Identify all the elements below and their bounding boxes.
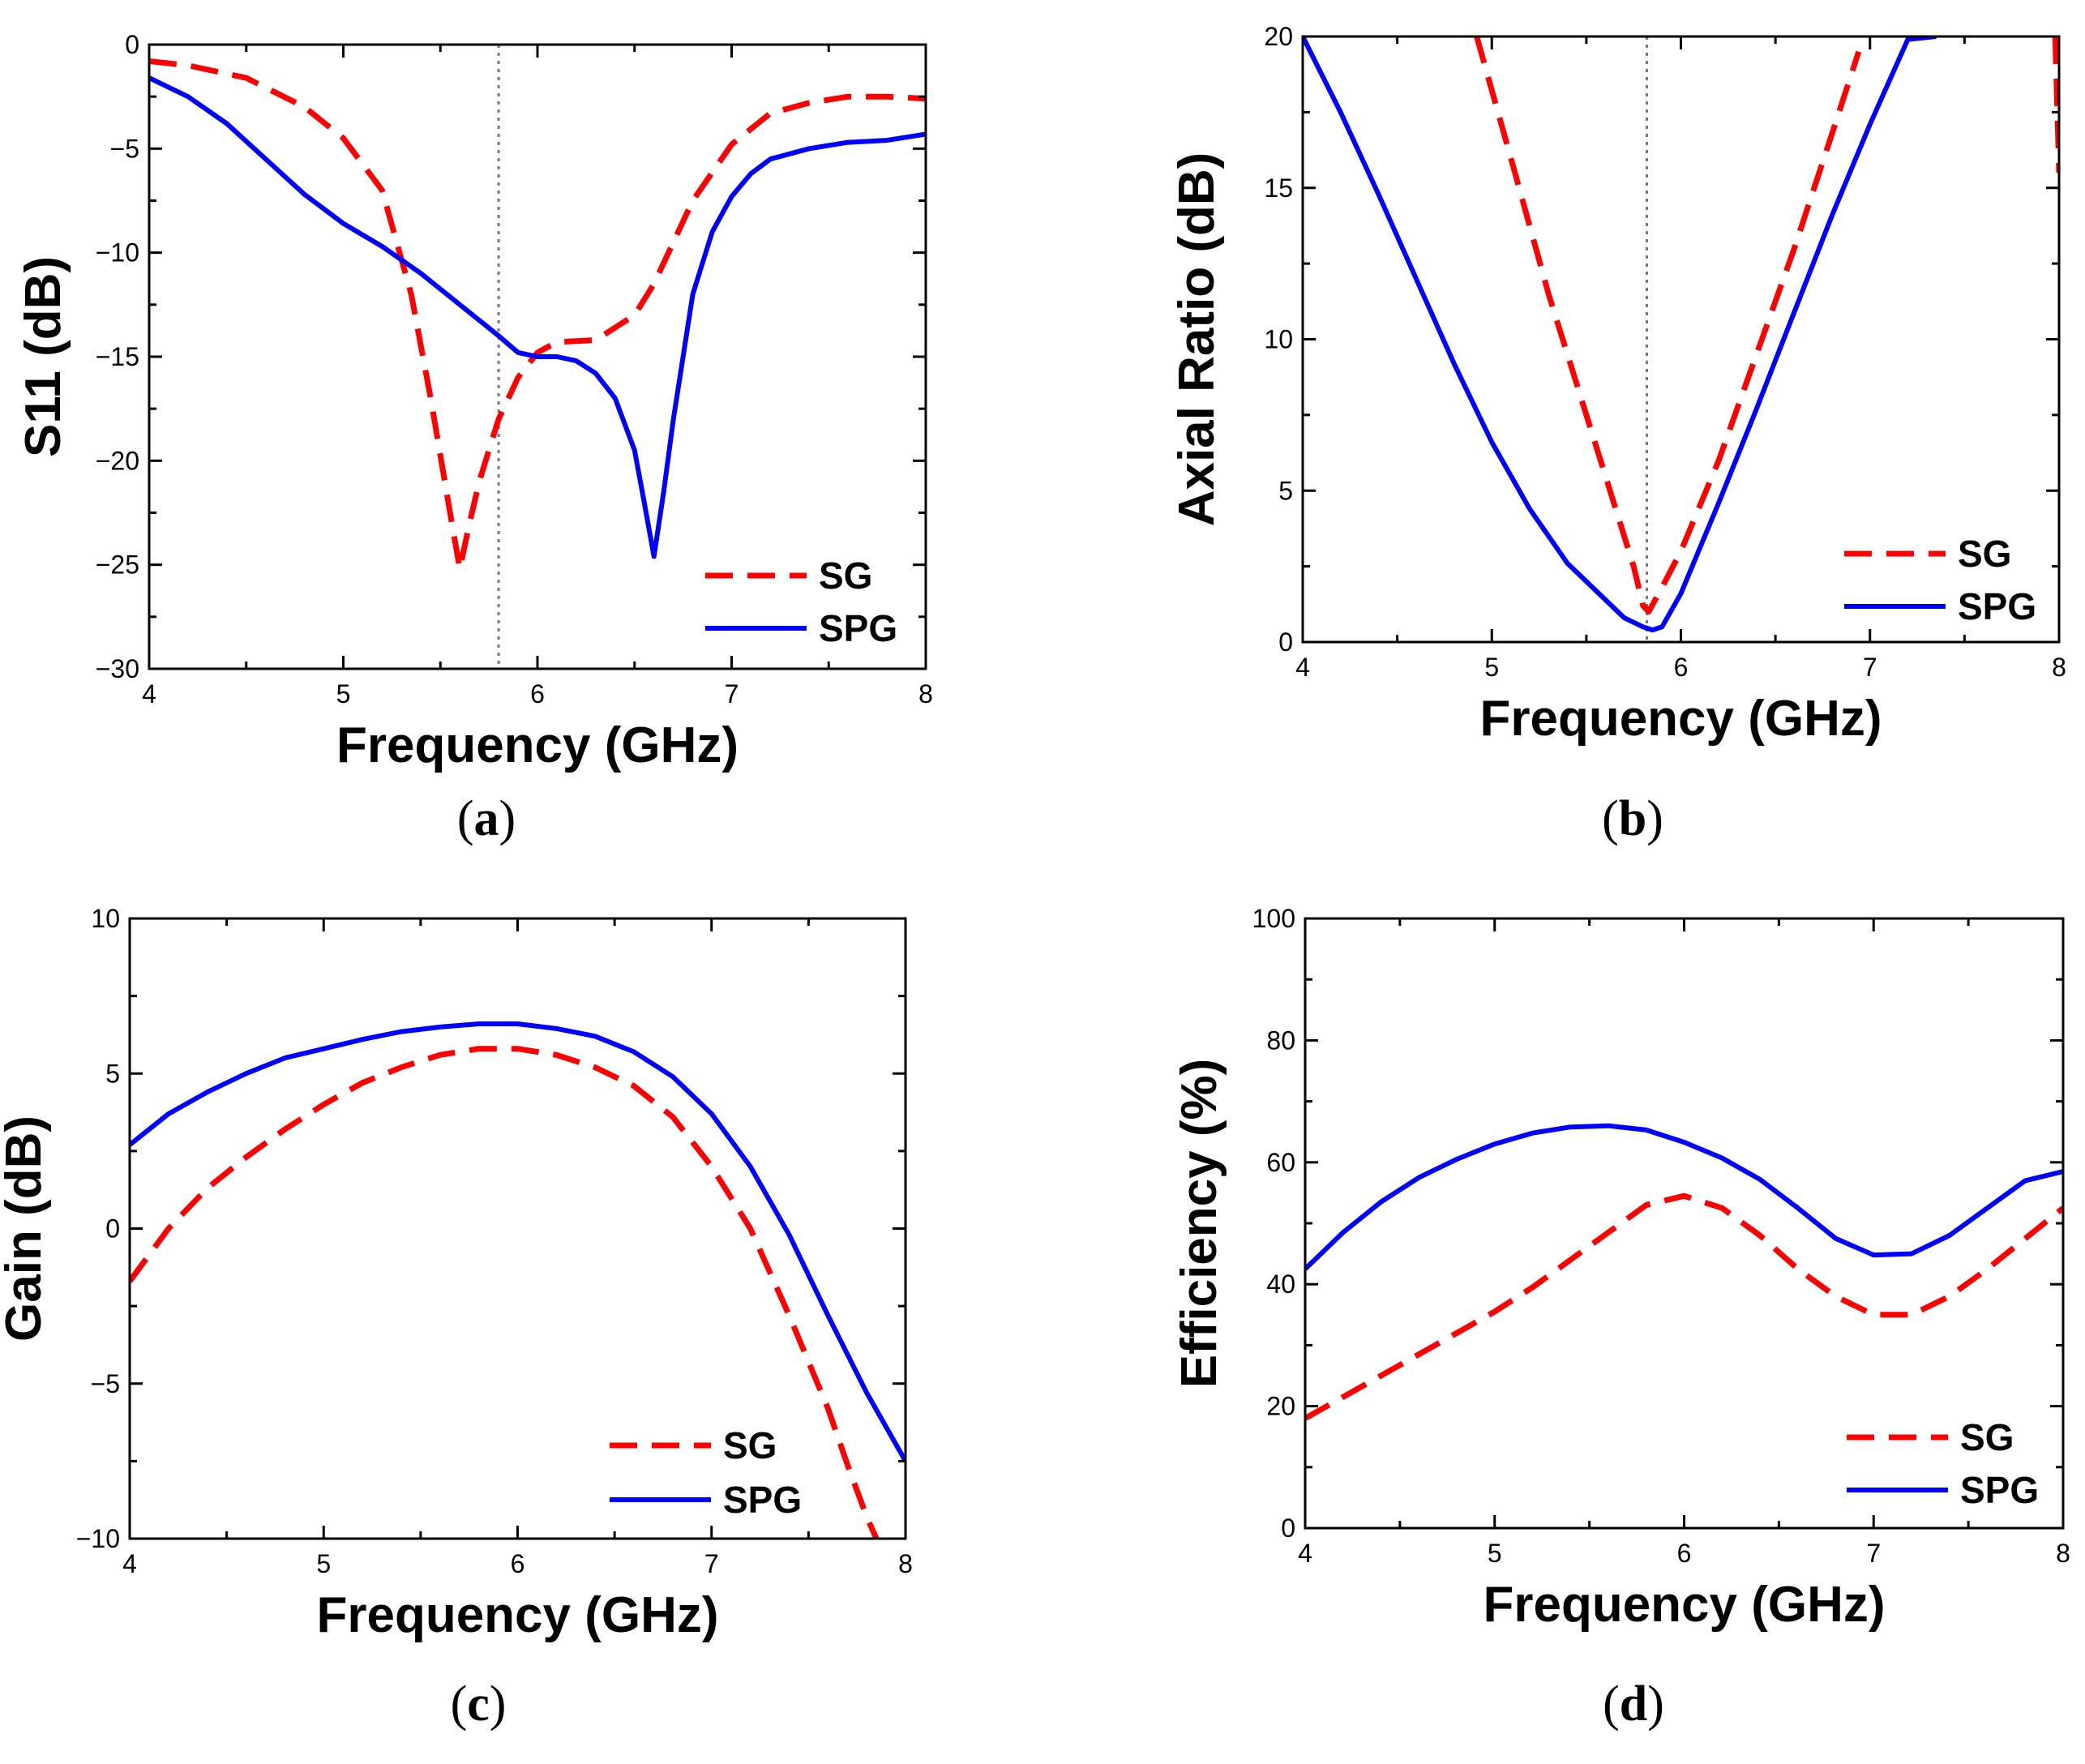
legend-label-sg: SG xyxy=(1960,1416,2014,1458)
y-tick-label: 100 xyxy=(1252,904,1295,933)
y-tick-label: −5 xyxy=(110,134,139,163)
x-tick-label: 4 xyxy=(142,679,156,709)
x-tick-label: 6 xyxy=(1674,653,1689,682)
panel-caption: (a) xyxy=(457,791,516,846)
x-tick-label: 7 xyxy=(725,679,739,709)
x-tick-label: 7 xyxy=(704,1549,719,1578)
legend-label-sg: SG xyxy=(819,554,872,597)
y-tick-label: 20 xyxy=(1266,1392,1295,1421)
y-tick-label: 40 xyxy=(1266,1269,1295,1299)
legend-label-sg: SG xyxy=(1958,533,2011,575)
y-tick-label: 5 xyxy=(105,1059,120,1088)
y-tick-label: 0 xyxy=(125,30,139,59)
series-line-spg xyxy=(130,1021,905,1462)
series-line-spg xyxy=(1303,36,1937,633)
x-axis-title: Frequency (GHz) xyxy=(1483,1577,1885,1633)
legend: SG SPG xyxy=(610,1424,802,1521)
y-tick-label: −25 xyxy=(96,550,139,580)
series-group xyxy=(1303,36,2059,633)
legend: SG SPG xyxy=(1847,1416,2039,1511)
x-tick-label: 6 xyxy=(511,1549,525,1578)
series-group xyxy=(130,1021,905,1539)
x-tick-label: 7 xyxy=(1863,653,1877,682)
legend: SG SPG xyxy=(1844,533,2036,627)
series-line-sg xyxy=(1474,36,1862,615)
panel-caption: (b) xyxy=(1602,791,1663,846)
x-tick-label: 5 xyxy=(316,1549,331,1578)
x-tick-label: 5 xyxy=(336,679,351,709)
panel-b-axial-ratio: 4 5 6 7 8 0 5 10 15 20 Frequency (GHz) Axial Ratio … xyxy=(1169,22,2066,846)
y-tick-label: −5 xyxy=(91,1369,120,1398)
series-line-sg xyxy=(149,58,926,572)
x-tick-label: 8 xyxy=(898,1549,913,1578)
y-tick-label: 10 xyxy=(91,904,120,933)
x-tick-label: 5 xyxy=(1484,653,1499,682)
panel-c-gain: 4 5 6 7 8 10 5 0 −5 −10 Frequency (GHz) Gain (dB) SG… xyxy=(0,904,913,1732)
panel-caption: (c) xyxy=(451,1676,507,1732)
series-group xyxy=(149,58,926,572)
y-tick-label: −30 xyxy=(96,654,139,683)
y-tick-label: −10 xyxy=(96,238,139,268)
y-tick-label: 20 xyxy=(1264,22,1293,51)
y-tick-label: 0 xyxy=(1281,1514,1295,1543)
x-tick-label: 5 xyxy=(1488,1539,1502,1568)
y-tick-label: −15 xyxy=(96,342,139,371)
y-tick-label: 5 xyxy=(1278,476,1293,505)
series-line-spg xyxy=(1305,1123,2063,1271)
legend-label-sg: SG xyxy=(723,1424,777,1466)
y-axis-title: S11 (dB) xyxy=(15,256,71,457)
x-tick-label: 4 xyxy=(122,1549,137,1578)
legend-label-spg: SPG xyxy=(819,607,897,649)
panel-caption: (d) xyxy=(1603,1676,1664,1732)
x-tick-label: 7 xyxy=(1866,1539,1881,1568)
series-line-sg xyxy=(130,1046,880,1539)
y-tick-label: −20 xyxy=(96,446,139,475)
x-tick-label: 4 xyxy=(1298,1539,1312,1568)
legend-label-spg: SPG xyxy=(1958,585,2036,627)
panel-a-s11: 4 5 6 7 8 0 −5 −10 −15 −20 −25 −30 Frequency (GHz) S1… xyxy=(15,30,933,846)
y-tick-label: 10 xyxy=(1264,325,1293,354)
y-axis-title: Gain (dB) xyxy=(0,1115,52,1342)
x-tick-label: 6 xyxy=(530,679,545,709)
x-axis-title: Frequency (GHz) xyxy=(316,1587,718,1643)
y-axis-title: Efficiency (%) xyxy=(1171,1059,1227,1389)
series-line-spg xyxy=(149,75,926,559)
x-tick-label: 4 xyxy=(1295,653,1310,682)
series-line-sg xyxy=(1305,1192,2063,1421)
y-tick-label: 60 xyxy=(1266,1148,1295,1177)
legend: SG SPG xyxy=(705,554,897,649)
y-tick-label: 80 xyxy=(1266,1025,1295,1055)
y-tick-label: 0 xyxy=(1278,627,1293,657)
legend-label-spg: SPG xyxy=(723,1479,802,1521)
y-tick-label: 15 xyxy=(1264,173,1293,203)
x-tick-label: 8 xyxy=(918,679,933,709)
x-axis-title: Frequency (GHz) xyxy=(336,717,739,773)
x-tick-label: 8 xyxy=(2052,653,2066,682)
x-tick-label: 6 xyxy=(1677,1539,1692,1568)
y-tick-label: 0 xyxy=(105,1214,120,1244)
x-tick-label: 8 xyxy=(2056,1539,2070,1568)
y-tick-label: −10 xyxy=(76,1524,120,1553)
legend-label-spg: SPG xyxy=(1960,1469,2039,1511)
series-line-sg-edge xyxy=(2052,36,2059,173)
x-axis-title: Frequency (GHz) xyxy=(1479,691,1882,747)
y-axis-title: Axial Ratio (dB) xyxy=(1169,152,1225,527)
series-group xyxy=(1305,1123,2063,1421)
